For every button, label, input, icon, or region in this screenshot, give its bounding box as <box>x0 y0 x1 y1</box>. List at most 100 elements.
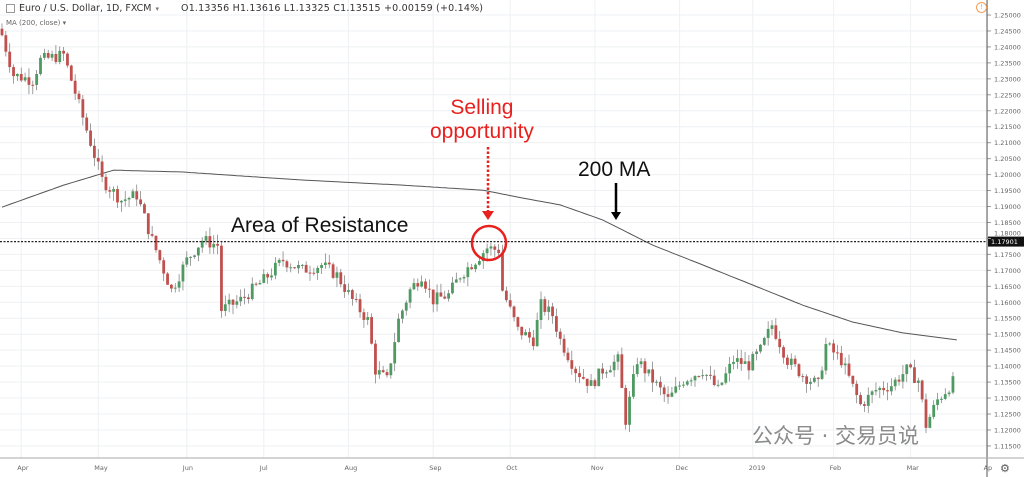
candle-up <box>478 261 481 265</box>
candles <box>0 23 955 434</box>
y-tick-label: 1.13000 <box>994 395 1021 403</box>
candle-down <box>836 352 839 354</box>
candle-down <box>146 213 150 235</box>
indicator-legend[interactable]: MA (200, close) ▾ <box>6 19 67 27</box>
y-tick-label: 1.24000 <box>994 43 1021 51</box>
annotation-marks <box>470 147 621 262</box>
ohlc-readout: O1.13356 H1.13616 L1.13325 C1.13515 +0.0… <box>181 3 484 14</box>
candle-up <box>635 364 639 375</box>
collapse-icon[interactable] <box>6 4 15 13</box>
candle-up <box>870 391 874 395</box>
candle-down <box>293 267 296 269</box>
candle-down <box>27 77 31 85</box>
candle-down <box>739 358 743 364</box>
candle-down <box>747 361 751 371</box>
highlight-circle <box>470 224 508 262</box>
candle-down <box>231 299 235 305</box>
y-tick-label: 1.21000 <box>994 139 1021 147</box>
candle-down <box>158 250 162 261</box>
candle-down <box>439 292 443 297</box>
candle-up <box>297 264 300 269</box>
arrow-head-icon <box>482 211 494 220</box>
candle-up <box>893 379 897 387</box>
candle-up <box>889 386 893 392</box>
y-tick-label: 1.22500 <box>994 91 1021 99</box>
candle-up <box>589 380 593 386</box>
candle-up <box>300 264 304 266</box>
candle-up <box>123 199 127 201</box>
y-tick-label: 1.15000 <box>994 331 1021 339</box>
candle-up <box>878 387 882 390</box>
candle-up <box>250 283 254 300</box>
chevron-down-icon[interactable]: ▾ <box>155 4 160 13</box>
candle-down <box>370 317 373 344</box>
x-tick-label: Jun <box>182 464 193 472</box>
candle-down <box>528 332 531 338</box>
y-tick-label: 1.16000 <box>994 299 1021 307</box>
candle-down <box>100 161 104 177</box>
candle-up <box>608 370 612 373</box>
candle-up <box>200 240 204 248</box>
candle-up <box>485 248 489 254</box>
candle-up <box>716 384 720 386</box>
candle-down <box>331 264 335 278</box>
candle-down <box>847 363 851 376</box>
candle-up <box>936 399 939 405</box>
candle-up <box>404 302 408 311</box>
candle-down <box>427 288 431 290</box>
warning-icon[interactable]: ! <box>976 2 987 13</box>
candle-down <box>470 267 474 270</box>
x-tick-label: Jul <box>259 464 268 472</box>
candle-down <box>493 246 497 250</box>
candle-up <box>682 384 685 386</box>
candle-up <box>770 325 774 329</box>
y-tick-label: 1.19500 <box>994 187 1021 195</box>
watermark: 公众号 · 交易员说 <box>752 424 920 448</box>
candle-down <box>555 316 558 332</box>
candle-up <box>408 289 412 303</box>
symbol-title[interactable]: Euro / U.S. Dollar, 1D, FXCM <box>19 3 152 14</box>
x-tick-label: May <box>94 464 108 472</box>
candle-down <box>350 290 354 299</box>
candle-up <box>951 376 955 393</box>
candle-down <box>96 157 100 162</box>
candle-up <box>173 287 177 289</box>
candle-down <box>85 117 89 131</box>
candle-down <box>166 273 169 285</box>
grid <box>0 0 989 458</box>
candle-up <box>728 363 732 374</box>
candle-up <box>204 236 208 241</box>
candle-down <box>281 259 285 262</box>
gear-icon[interactable]: ⚙ <box>1000 462 1010 475</box>
candle-up <box>451 282 454 294</box>
y-tick-label: 1.11500 <box>994 442 1021 450</box>
candle-down <box>12 67 15 77</box>
candle-down <box>46 52 50 58</box>
candle-up <box>185 257 189 265</box>
candle-down <box>558 331 562 339</box>
candle-down <box>909 364 912 368</box>
candle-up <box>347 290 350 292</box>
y-tick-label: 1.14500 <box>994 347 1021 355</box>
candle-up <box>751 353 755 371</box>
candle-up <box>223 304 227 312</box>
candle-down <box>77 93 81 100</box>
price-badge <box>988 236 1024 247</box>
candle-down <box>254 283 258 285</box>
candle-down <box>697 376 701 378</box>
candle-down <box>104 176 108 191</box>
candle-down <box>886 390 889 392</box>
candle-up <box>755 351 758 354</box>
candle-up <box>928 416 932 428</box>
candle-up <box>127 197 131 200</box>
candle-up <box>820 370 824 379</box>
candle-up <box>824 344 828 371</box>
candle-up <box>809 381 812 384</box>
candle-up <box>462 277 466 279</box>
candle-down <box>385 372 389 376</box>
candle-up <box>628 396 631 425</box>
candle-up <box>647 369 651 374</box>
candle-up <box>789 358 793 365</box>
